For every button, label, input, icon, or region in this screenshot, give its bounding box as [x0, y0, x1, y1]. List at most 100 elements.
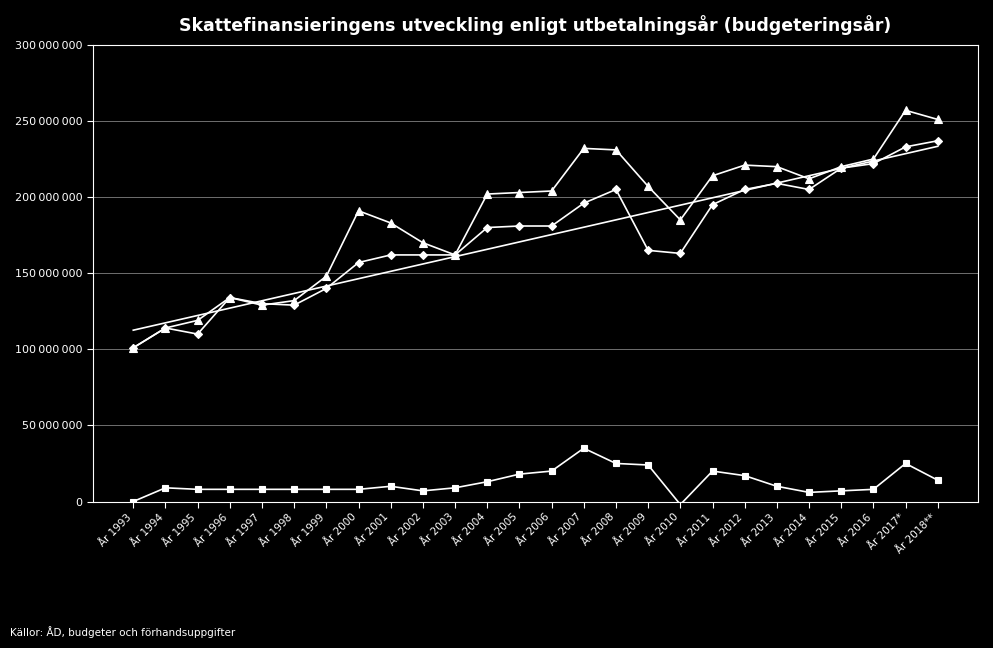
Avräkning	[321, 284, 333, 292]
Linjär (Avräkning)	[288, 290, 300, 297]
Avräkning	[642, 246, 654, 254]
Avräkning	[449, 251, 461, 259]
Skattegottgörelse	[803, 489, 815, 496]
Avräkning	[931, 137, 943, 145]
Sammanlagt	[482, 190, 494, 198]
Avräkning	[288, 301, 300, 309]
Skattegottgörelse	[931, 476, 943, 484]
Sammanlagt	[321, 272, 333, 280]
Skattegottgörelse	[160, 484, 172, 492]
Sammanlagt	[127, 344, 139, 352]
Avräkning	[384, 251, 396, 259]
Skattegottgörelse	[868, 485, 880, 493]
Linjär (Avräkning)	[223, 304, 235, 312]
Line: Skattegottgörelse: Skattegottgörelse	[130, 445, 941, 508]
Skattegottgörelse	[256, 485, 268, 493]
Sammanlagt	[900, 106, 912, 114]
Skattegottgörelse	[739, 472, 751, 480]
Avräkning	[417, 251, 429, 259]
Text: Källor: ÅD, budgeter och förhandsuppgifter: Källor: ÅD, budgeter och förhandsuppgift…	[10, 627, 235, 638]
Skattegottgörelse	[771, 482, 782, 490]
Linjär (Avräkning)	[931, 143, 943, 150]
Sammanlagt	[192, 316, 204, 324]
Avräkning	[900, 143, 912, 151]
Skattegottgörelse	[353, 485, 364, 493]
Avräkning	[868, 159, 880, 167]
Linjär (Avräkning)	[835, 165, 847, 172]
Sammanlagt	[803, 175, 815, 183]
Sammanlagt	[674, 216, 686, 224]
Sammanlagt	[707, 172, 719, 179]
Linjär (Avräkning)	[642, 209, 654, 216]
Linjär (Avräkning)	[545, 231, 557, 238]
Line: Linjär (Avräkning): Linjär (Avräkning)	[133, 146, 937, 330]
Linjär (Avräkning)	[707, 194, 719, 202]
Sammanlagt	[578, 145, 590, 152]
Sammanlagt	[771, 163, 782, 170]
Skattegottgörelse	[384, 482, 396, 490]
Avräkning	[835, 165, 847, 172]
Avräkning	[160, 324, 172, 332]
Linjär (Avräkning)	[256, 297, 268, 305]
Line: Avräkning: Avräkning	[130, 138, 940, 351]
Skattegottgörelse	[610, 459, 622, 467]
Avräkning	[127, 344, 139, 352]
Sammanlagt	[545, 187, 557, 195]
Skattegottgörelse	[707, 467, 719, 475]
Avräkning	[674, 249, 686, 257]
Linjär (Avräkning)	[674, 202, 686, 209]
Sammanlagt	[835, 163, 847, 170]
Sammanlagt	[353, 207, 364, 214]
Linjär (Avräkning)	[739, 187, 751, 194]
Skattegottgörelse	[321, 485, 333, 493]
Avräkning	[803, 185, 815, 193]
Sammanlagt	[256, 301, 268, 309]
Linjär (Avräkning)	[127, 327, 139, 334]
Linjär (Avräkning)	[449, 253, 461, 260]
Sammanlagt	[417, 239, 429, 247]
Linjär (Avräkning)	[610, 216, 622, 224]
Skattegottgörelse	[127, 498, 139, 505]
Title: Skattefinansieringens utveckling enligt utbetalningsår (budgeteringsår): Skattefinansieringens utveckling enligt …	[180, 15, 892, 35]
Avräkning	[707, 201, 719, 209]
Linjär (Avräkning)	[353, 275, 364, 283]
Avräkning	[192, 330, 204, 338]
Skattegottgörelse	[835, 487, 847, 494]
Sammanlagt	[384, 219, 396, 227]
Sammanlagt	[610, 146, 622, 154]
Sammanlagt	[160, 324, 172, 332]
Avräkning	[610, 185, 622, 193]
Linjär (Avräkning)	[513, 238, 525, 246]
Skattegottgörelse	[449, 484, 461, 492]
Skattegottgörelse	[578, 445, 590, 452]
Avräkning	[513, 222, 525, 230]
Skattegottgörelse	[900, 459, 912, 467]
Sammanlagt	[288, 297, 300, 305]
Legend: Avräkning, Skattegottgörelse, Sammanlagt, Linjär (Avräkning): Avräkning, Skattegottgörelse, Sammanlagt…	[366, 647, 882, 648]
Avräkning	[256, 300, 268, 308]
Skattegottgörelse	[545, 467, 557, 475]
Skattegottgörelse	[482, 478, 494, 485]
Linjär (Avräkning)	[803, 172, 815, 179]
Skattegottgörelse	[192, 485, 204, 493]
Linjär (Avräkning)	[482, 246, 494, 253]
Avräkning	[223, 294, 235, 301]
Linjär (Avräkning)	[160, 319, 172, 327]
Linjär (Avräkning)	[771, 179, 782, 187]
Skattegottgörelse	[417, 487, 429, 494]
Linjär (Avräkning)	[868, 157, 880, 165]
Linjär (Avräkning)	[321, 282, 333, 290]
Avräkning	[739, 185, 751, 193]
Linjär (Avräkning)	[384, 268, 396, 275]
Sammanlagt	[513, 189, 525, 196]
Skattegottgörelse	[642, 461, 654, 469]
Skattegottgörelse	[223, 485, 235, 493]
Linjär (Avräkning)	[417, 260, 429, 268]
Sammanlagt	[223, 294, 235, 301]
Avräkning	[578, 200, 590, 207]
Skattegottgörelse	[513, 470, 525, 478]
Linjär (Avräkning)	[192, 312, 204, 319]
Avräkning	[545, 222, 557, 230]
Linjär (Avräkning)	[578, 224, 590, 231]
Avräkning	[482, 224, 494, 231]
